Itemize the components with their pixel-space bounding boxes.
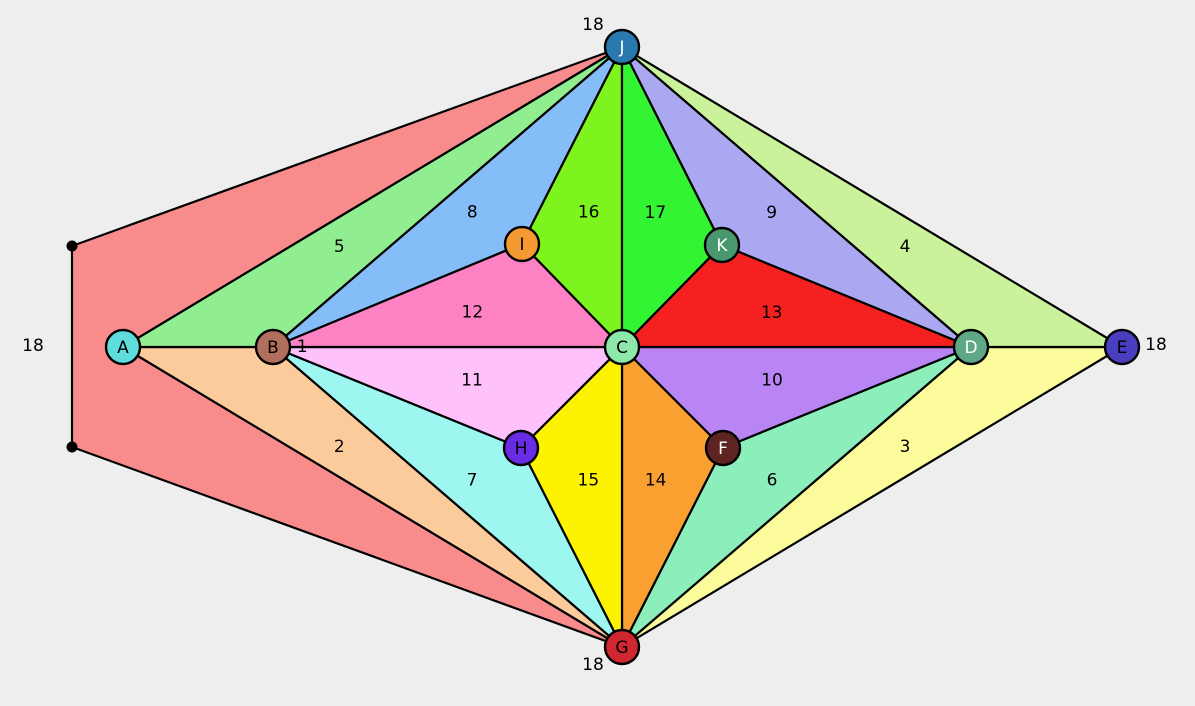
node-A bbox=[104, 328, 142, 366]
edge-bend-dot bbox=[66, 240, 78, 252]
face-label-3: 3 bbox=[900, 437, 911, 457]
node-G bbox=[603, 628, 641, 666]
outer-face-label: 18 bbox=[22, 336, 44, 356]
face-label-13: 13 bbox=[761, 303, 783, 323]
face-label-1: 1 bbox=[297, 337, 308, 357]
node-label-B: B bbox=[267, 338, 279, 358]
node-I bbox=[503, 225, 541, 263]
node-K bbox=[703, 226, 741, 264]
node-label-C: C bbox=[616, 338, 628, 358]
node-label-J: J bbox=[618, 38, 624, 58]
node-label-A: A bbox=[117, 338, 129, 358]
face-label-8: 8 bbox=[467, 203, 478, 223]
face-label-9: 9 bbox=[766, 203, 777, 223]
node-E bbox=[1103, 328, 1141, 366]
edge-bend-dot bbox=[66, 441, 78, 453]
node-label-I: I bbox=[519, 235, 524, 255]
node-label-H: H bbox=[515, 439, 528, 459]
face-label-15: 15 bbox=[578, 471, 600, 491]
node-B bbox=[254, 328, 292, 366]
face-label-11: 11 bbox=[461, 371, 483, 391]
node-F bbox=[704, 429, 742, 467]
node-label-F: F bbox=[718, 439, 728, 459]
outer-face-label: 18 bbox=[582, 655, 604, 675]
face-label-14: 14 bbox=[645, 471, 667, 491]
node-label-D: D bbox=[964, 338, 977, 358]
node-D bbox=[952, 328, 990, 366]
outer-face-label: 18 bbox=[1145, 335, 1167, 355]
face-label-10: 10 bbox=[761, 371, 783, 391]
face-label-5: 5 bbox=[334, 237, 345, 257]
face-label-6: 6 bbox=[767, 471, 778, 491]
node-label-E: E bbox=[1117, 338, 1128, 358]
face-label-2: 2 bbox=[334, 437, 345, 457]
node-label-G: G bbox=[615, 638, 628, 658]
node-H bbox=[502, 429, 540, 467]
node-C bbox=[603, 328, 641, 366]
face-label-17: 17 bbox=[645, 203, 667, 223]
face-label-4: 4 bbox=[900, 237, 911, 257]
face-label-16: 16 bbox=[578, 203, 600, 223]
face-label-7: 7 bbox=[467, 471, 478, 491]
face-17 bbox=[620, 45, 724, 349]
node-J bbox=[603, 28, 641, 66]
outer-face-label: 18 bbox=[582, 15, 604, 35]
node-label-K: K bbox=[716, 236, 728, 256]
face-label-12: 12 bbox=[462, 303, 484, 323]
face-15 bbox=[519, 345, 624, 649]
